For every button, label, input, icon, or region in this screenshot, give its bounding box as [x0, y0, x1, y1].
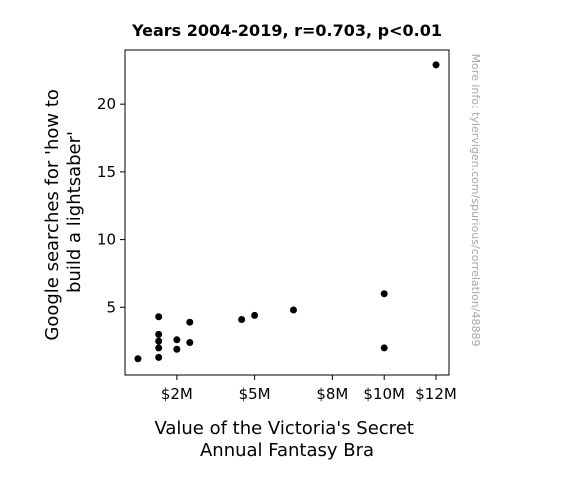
- data-point: [155, 353, 163, 361]
- data-point: [134, 355, 142, 363]
- y-tick-label: 15: [97, 163, 116, 181]
- data-point: [173, 336, 181, 344]
- x-tick-label: $8M: [316, 385, 348, 403]
- y-axis-label-line-1: Google searches for 'how to: [42, 89, 63, 341]
- data-point: [155, 344, 163, 352]
- plot-area: [124, 49, 450, 376]
- data-point: [289, 306, 297, 314]
- data-point: [155, 337, 163, 345]
- chart-title: Years 2004-2019, r=0.703, p<0.01: [131, 21, 442, 40]
- x-axis-label-line-2: Annual Fantasy Bra: [200, 440, 374, 461]
- x-tick-label: $10M: [363, 385, 405, 403]
- data-points: [134, 61, 440, 363]
- data-point: [186, 339, 194, 346]
- y-tick-label: 5: [106, 298, 116, 316]
- data-point: [173, 345, 181, 353]
- y-axis: 5 10 15 20: [97, 95, 125, 316]
- data-point: [155, 330, 163, 338]
- y-axis-label: Google searches for 'how to build a ligh…: [42, 83, 85, 340]
- x-tick-label: $5M: [239, 385, 271, 403]
- data-point: [432, 61, 440, 69]
- x-axis-label-line-1: Value of the Victoria's Secret: [154, 418, 413, 439]
- data-point: [186, 318, 194, 326]
- x-tick-label: $12M: [415, 385, 457, 403]
- y-axis-label-line-2: build a lightsaber': [64, 131, 85, 293]
- watermark: More info: tylervigen.com/spurious/corre…: [469, 54, 482, 347]
- x-axis: $2M $5M $8M $10M $12M: [161, 375, 457, 403]
- data-point: [251, 311, 259, 319]
- y-tick-label: 10: [97, 231, 116, 249]
- data-point: [380, 290, 388, 298]
- data-point: [238, 315, 246, 323]
- data-point: [380, 344, 388, 352]
- x-tick-label: $2M: [161, 385, 193, 403]
- y-tick-label: 20: [97, 95, 116, 113]
- data-point: [155, 313, 163, 321]
- x-axis-label: Value of the Victoria's Secret Annual Fa…: [154, 418, 419, 461]
